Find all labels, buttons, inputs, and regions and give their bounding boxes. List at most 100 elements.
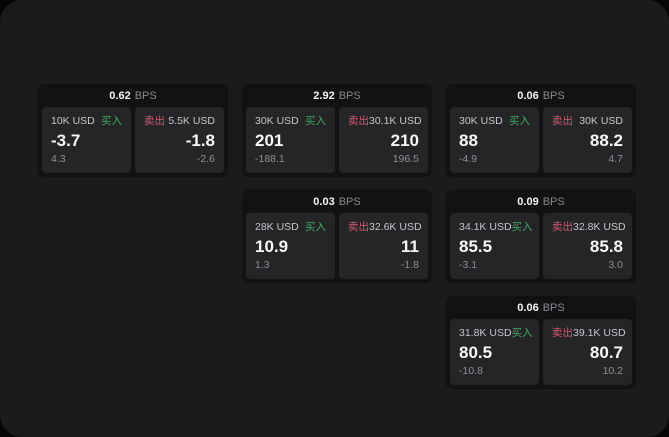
- buy-amount: 28K USD: [255, 221, 299, 233]
- sell-amount: 30K USD: [579, 115, 623, 127]
- sell-secondary-value: 196.5: [392, 153, 419, 165]
- bps-unit-label: BPS: [134, 90, 157, 102]
- buy-price: 85.5: [459, 236, 493, 256]
- sell-price: 80.7: [589, 342, 623, 362]
- quote-cards-grid: 0.62 BPS 10K USD 买入 -3.7 4.3 卖出 5.5K USD…: [38, 84, 636, 389]
- sell-side-label: 卖出: [552, 327, 573, 339]
- buy-cell-header: 10K USD 买入: [51, 113, 122, 128]
- bps-header: 0.06 BPS: [450, 88, 632, 105]
- bps-value: 0.09: [517, 196, 539, 208]
- buy-side-label: 买入: [509, 115, 530, 127]
- sell-price: 88.2: [589, 130, 623, 150]
- buy-side-label: 买入: [305, 115, 326, 127]
- buy-quote-cell[interactable]: 10K USD 买入 -3.7 4.3: [42, 107, 131, 173]
- quote-card: 0.03 BPS 28K USD 买入 10.9 1.3 卖出 32.6K US…: [242, 190, 432, 283]
- quote-card-body: 30K USD 买入 88 -4.9 卖出 30K USD 88.2 4.7: [450, 107, 632, 173]
- sell-price: 85.8: [589, 236, 623, 256]
- buy-quote-cell[interactable]: 28K USD 买入 10.9 1.3: [246, 213, 335, 279]
- sell-cell-header: 卖出 32.6K USD: [348, 219, 422, 234]
- sell-price: 210: [390, 130, 419, 150]
- buy-secondary-value: 4.3: [51, 153, 66, 165]
- sell-amount: 32.6K USD: [369, 221, 422, 233]
- sell-side-label: 卖出: [552, 115, 573, 127]
- bps-unit-label: BPS: [542, 302, 565, 314]
- buy-amount: 31.8K USD: [459, 327, 512, 339]
- sell-quote-cell[interactable]: 卖出 32.8K USD 85.8 3.0: [543, 213, 632, 279]
- bps-unit-label: BPS: [542, 90, 565, 102]
- buy-amount: 30K USD: [255, 115, 299, 127]
- buy-side-label: 买入: [101, 115, 122, 127]
- sell-secondary-value: 4.7: [608, 153, 623, 165]
- sell-secondary-value: -2.6: [196, 153, 215, 165]
- buy-price: 88: [459, 130, 478, 150]
- buy-side-label: 买入: [511, 327, 533, 339]
- buy-secondary-value: -4.9: [459, 153, 478, 165]
- buy-cell-header: 34.1K USD 买入: [459, 219, 533, 234]
- buy-quote-cell[interactable]: 30K USD 买入 88 -4.9: [450, 107, 539, 173]
- buy-side-label: 买入: [305, 221, 326, 233]
- sell-quote-cell[interactable]: 卖出 30K USD 88.2 4.7: [543, 107, 632, 173]
- sell-amount: 32.8K USD: [573, 221, 626, 233]
- sell-quote-cell[interactable]: 卖出 39.1K USD 80.7 10.2: [543, 319, 632, 385]
- bps-unit-label: BPS: [542, 196, 565, 208]
- sell-secondary-value: 10.2: [602, 365, 623, 377]
- sell-side-label: 卖出: [552, 221, 573, 233]
- sell-side-label: 卖出: [348, 115, 369, 127]
- buy-price: 10.9: [255, 236, 289, 256]
- sell-amount: 30.1K USD: [369, 115, 422, 127]
- buy-secondary-value: -3.1: [459, 259, 478, 271]
- sell-side-label: 卖出: [144, 115, 165, 127]
- sell-cell-header: 卖出 30.1K USD: [348, 113, 422, 128]
- sell-cell-header: 卖出 39.1K USD: [552, 325, 626, 340]
- bps-value: 0.62: [109, 90, 131, 102]
- bps-value: 0.06: [517, 302, 539, 314]
- quote-card: 2.92 BPS 30K USD 买入 201 -188.1 卖出 30.1K …: [242, 84, 432, 177]
- buy-cell-header: 30K USD 买入: [459, 113, 530, 128]
- quote-card: 0.62 BPS 10K USD 买入 -3.7 4.3 卖出 5.5K USD…: [38, 84, 228, 177]
- sell-quote-cell[interactable]: 卖出 32.6K USD 11 -1.8: [339, 213, 428, 279]
- quote-card-body: 34.1K USD 买入 85.5 -3.1 卖出 32.8K USD 85.8…: [450, 213, 632, 279]
- buy-secondary-value: 1.3: [255, 259, 270, 271]
- quote-card-body: 31.8K USD 买入 80.5 -10.8 卖出 39.1K USD 80.…: [450, 319, 632, 385]
- buy-secondary-value: -10.8: [459, 365, 483, 377]
- bps-value: 0.06: [517, 90, 539, 102]
- bps-header: 0.09 BPS: [450, 194, 632, 211]
- buy-quote-cell[interactable]: 31.8K USD 买入 80.5 -10.8: [450, 319, 539, 385]
- buy-quote-cell[interactable]: 34.1K USD 买入 85.5 -3.1: [450, 213, 539, 279]
- sell-amount: 39.1K USD: [573, 327, 626, 339]
- quote-card-body: 30K USD 买入 201 -188.1 卖出 30.1K USD 210 1…: [246, 107, 428, 173]
- buy-amount: 30K USD: [459, 115, 503, 127]
- buy-amount: 34.1K USD: [459, 221, 512, 233]
- sell-quote-cell[interactable]: 卖出 5.5K USD -1.8 -2.6: [135, 107, 224, 173]
- buy-cell-header: 30K USD 买入: [255, 113, 326, 128]
- bps-value: 2.92: [313, 90, 335, 102]
- sell-cell-header: 卖出 30K USD: [552, 113, 623, 128]
- buy-amount: 10K USD: [51, 115, 95, 127]
- bps-header: 0.62 BPS: [42, 88, 224, 105]
- quote-card: 0.09 BPS 34.1K USD 买入 85.5 -3.1 卖出 32.8K…: [446, 190, 636, 283]
- buy-cell-header: 28K USD 买入: [255, 219, 326, 234]
- buy-price: 201: [255, 130, 284, 150]
- quote-card-body: 10K USD 买入 -3.7 4.3 卖出 5.5K USD -1.8 -2.…: [42, 107, 224, 173]
- sell-cell-header: 卖出 32.8K USD: [552, 219, 626, 234]
- quote-card: 0.06 BPS 31.8K USD 买入 80.5 -10.8 卖出 39.1…: [446, 296, 636, 389]
- bps-value: 0.03: [313, 196, 335, 208]
- bps-header: 2.92 BPS: [246, 88, 428, 105]
- buy-quote-cell[interactable]: 30K USD 买入 201 -188.1: [246, 107, 335, 173]
- buy-secondary-value: -188.1: [255, 153, 285, 165]
- sell-price: 11: [401, 236, 419, 256]
- sell-price: -1.8: [185, 130, 215, 150]
- buy-price: -3.7: [51, 130, 81, 150]
- sell-amount: 5.5K USD: [168, 115, 215, 127]
- sell-secondary-value: -1.8: [400, 259, 419, 271]
- bps-header: 0.03 BPS: [246, 194, 428, 211]
- sell-quote-cell[interactable]: 卖出 30.1K USD 210 196.5: [339, 107, 428, 173]
- sell-side-label: 卖出: [348, 221, 369, 233]
- buy-side-label: 买入: [511, 221, 533, 233]
- bps-unit-label: BPS: [338, 196, 361, 208]
- bps-header: 0.06 BPS: [450, 300, 632, 317]
- buy-cell-header: 31.8K USD 买入: [459, 325, 533, 340]
- quote-card-body: 28K USD 买入 10.9 1.3 卖出 32.6K USD 11 -1.8: [246, 213, 428, 279]
- quote-card: 0.06 BPS 30K USD 买入 88 -4.9 卖出 30K USD 8…: [446, 84, 636, 177]
